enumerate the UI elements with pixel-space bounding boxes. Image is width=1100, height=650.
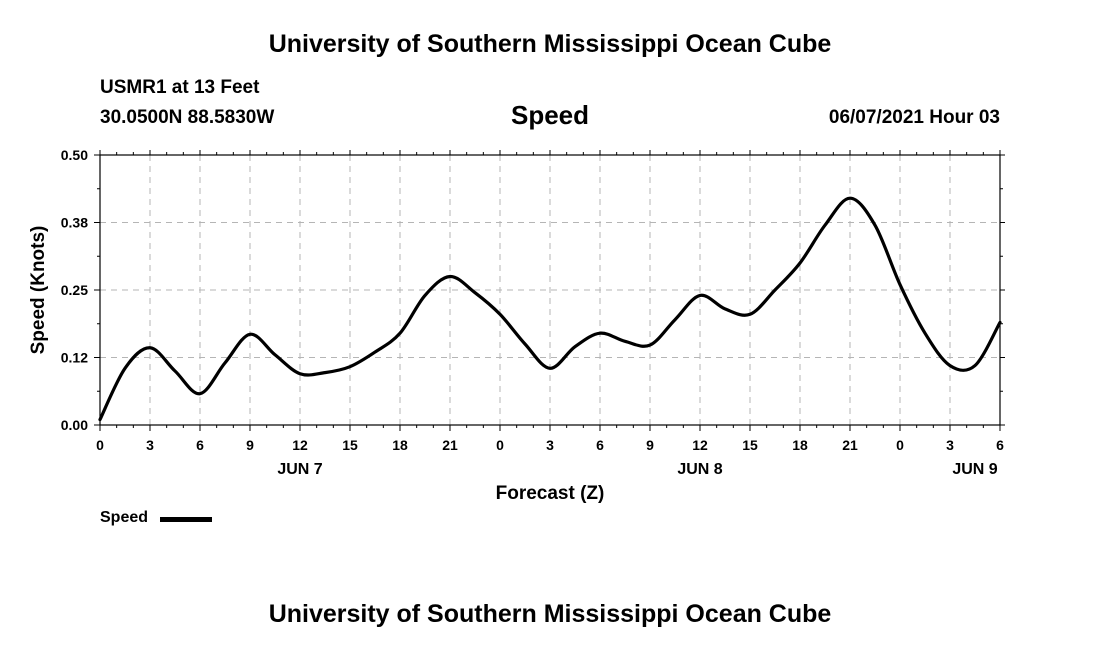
x-tick-label: 15 [342,437,358,453]
x-axis-label: Forecast (Z) [495,483,605,504]
x-tick-label: 6 [996,437,1004,453]
coordinates-label: 30.0500N 88.5830W [100,107,275,128]
x-tick-label: 0 [96,437,104,453]
day-label: JUN 7 [277,461,322,478]
x-tick-label: 12 [292,437,308,453]
legend-line-swatch [160,517,212,522]
y-tick-label: 0.38 [61,215,88,231]
x-tick-label: 6 [596,437,604,453]
x-tick-label: 3 [946,437,954,453]
x-tick-label: 12 [692,437,708,453]
legend-label: Speed [100,509,149,526]
day-label: JUN 8 [677,461,722,478]
x-tick-label: 3 [146,437,154,453]
x-tick-label: 6 [196,437,204,453]
x-tick-label: 21 [442,437,458,453]
x-tick-label: 3 [546,437,554,453]
y-tick-label: 0.25 [61,282,88,298]
plot-frame [99,154,1001,426]
y-tick-label: 0.12 [61,350,88,366]
station-label: USMR1 at 13 Feet [100,77,260,98]
x-tick-label: 9 [646,437,654,453]
x-tick-label: 21 [842,437,858,453]
day-label: JUN 9 [952,461,997,478]
y-axis-label: Speed (Knots) [28,226,49,355]
x-tick-label: 0 [896,437,904,453]
y-tick-label: 0.00 [61,417,88,433]
y-tick-label: 0.50 [61,147,88,163]
x-tick-label: 18 [392,437,408,453]
x-tick-label: 18 [792,437,808,453]
chart-title-bottom: University of Southern Mississippi Ocean… [268,600,832,628]
series-line-speed [98,196,1002,422]
chart-title-top: University of Southern Mississippi Ocean… [268,30,832,58]
datetime-label: 06/07/2021 Hour 03 [828,107,1000,128]
x-tick-label: 0 [496,437,504,453]
chart-subtitle: Speed [510,100,590,130]
x-tick-label: 15 [742,437,758,453]
x-tick-label: 9 [246,437,254,453]
